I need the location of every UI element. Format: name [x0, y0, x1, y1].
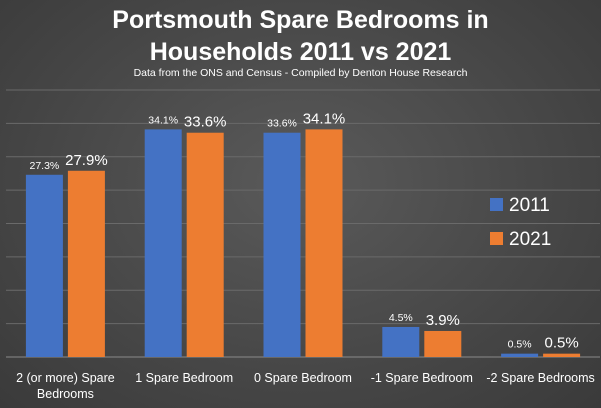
- bar-2011-0: [25, 174, 63, 357]
- chart-subtitle: Data from the ONS and Census - Compiled …: [133, 67, 468, 79]
- data-label-2021-2: 34.1%: [303, 110, 346, 127]
- chart-title-line-2: Households 2011 vs 2021: [149, 38, 452, 66]
- data-label-2021-1: 33.6%: [184, 114, 227, 131]
- category-label-3: -1 Spare Bedroom: [371, 371, 473, 385]
- chart-title-line-1: Portsmouth Spare Bedrooms in: [112, 6, 489, 34]
- legend-label-2011: 2011: [509, 195, 550, 216]
- data-labels: 27.3% 27.9% 34.1% 33.6% 33.6% 34.1% 4.5% 3.9% 0.…: [30, 110, 579, 351]
- category-label-0: Bedrooms: [37, 387, 94, 401]
- category-label-4: -2 Spare Bedrooms: [486, 371, 594, 385]
- data-label-2011-3: 4.5%: [389, 312, 413, 324]
- legend-swatch-2021: [490, 232, 503, 245]
- gridlines: [6, 89, 600, 358]
- chart-title: Portsmouth Spare Bedrooms in Households …: [0, 4, 601, 68]
- bar-2011-2: [263, 132, 301, 357]
- data-label-2021-4: 0.5%: [544, 335, 578, 352]
- data-label-2011-1: 34.1%: [148, 114, 178, 126]
- category-label-1: 1 Spare Bedroom: [135, 371, 233, 385]
- bar-2011-4: [501, 353, 539, 357]
- category-label-2: 0 Spare Bedroom: [254, 371, 352, 385]
- bar-2011-3: [382, 326, 420, 357]
- legend-label-2021: 2021: [509, 229, 551, 250]
- bar-2021-0: [67, 170, 105, 357]
- bar-2021-1: [186, 132, 224, 357]
- data-label-2021-0: 27.9%: [65, 152, 108, 169]
- bar-2021-4: [543, 353, 581, 357]
- bar-2021-3: [424, 330, 462, 357]
- data-label-2011-4: 0.5%: [508, 339, 532, 351]
- bar-2011-1: [144, 129, 182, 357]
- data-label-2011-0: 27.3%: [30, 160, 60, 172]
- category-label-0: 2 (or more) Spare: [16, 371, 115, 385]
- category-labels: 2 (or more) Spare Bedrooms 1 Spare Bedroom…: [16, 371, 595, 401]
- data-label-2021-3: 3.9%: [426, 312, 460, 329]
- data-label-2011-2: 33.6%: [267, 118, 297, 130]
- legend: 2011 2021: [490, 195, 551, 250]
- bar-2021-2: [305, 129, 343, 357]
- legend-swatch-2011: [490, 198, 503, 211]
- bars: [25, 129, 581, 357]
